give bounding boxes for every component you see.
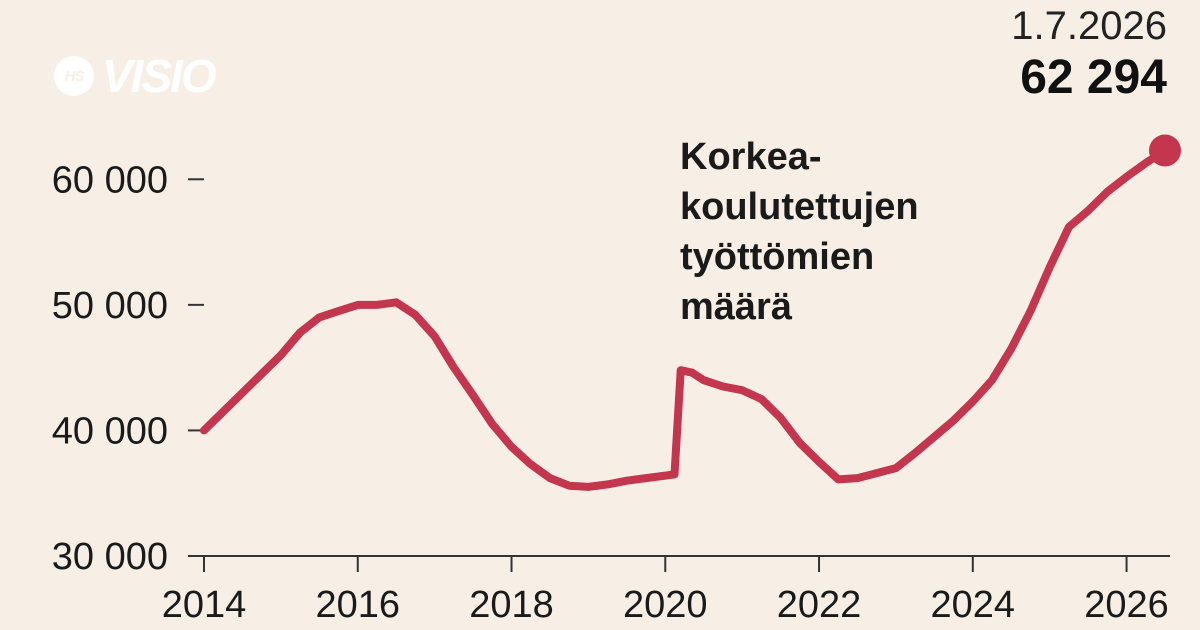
y-tick-label: 50 000 — [52, 285, 168, 327]
annotation-line: koulutettujen — [680, 186, 919, 228]
x-tick-label: 2016 — [315, 584, 400, 626]
hs-badge-icon: HS — [54, 56, 94, 96]
series-layer — [200, 134, 1181, 491]
series-line — [200, 146, 1169, 491]
x-tick-label: 2020 — [623, 584, 708, 626]
y-tick-label: 40 000 — [52, 410, 168, 452]
annotation-line: Korkea- — [680, 136, 822, 178]
x-tick-label: 2026 — [1084, 584, 1169, 626]
y-tick-label: 60 000 — [52, 159, 168, 201]
series-annotation: Korkea- koulutettujen työttömien määrä — [680, 132, 919, 332]
x-axis: 2014 2016 2018 2020 2022 2024 2026 — [162, 555, 1170, 626]
latest-point-marker — [1149, 134, 1181, 167]
x-tick-label: 2014 — [162, 584, 247, 626]
y-axis: 30 000 40 000 50 000 60 000 — [52, 159, 204, 578]
latest-value: 62 294 — [1020, 51, 1167, 104]
x-tick-label: 2022 — [777, 584, 862, 626]
x-tick-label: 2018 — [469, 584, 554, 626]
brand-logo: HS VISIO — [54, 50, 217, 102]
annotation-line: työttömien — [680, 236, 875, 278]
brand-name: VISIO — [102, 50, 217, 102]
x-tick-label: 2024 — [931, 584, 1016, 626]
annotation-line: määrä — [680, 286, 792, 328]
y-tick-label: 30 000 — [52, 536, 168, 578]
latest-date: 1.7.2026 — [1011, 4, 1167, 48]
